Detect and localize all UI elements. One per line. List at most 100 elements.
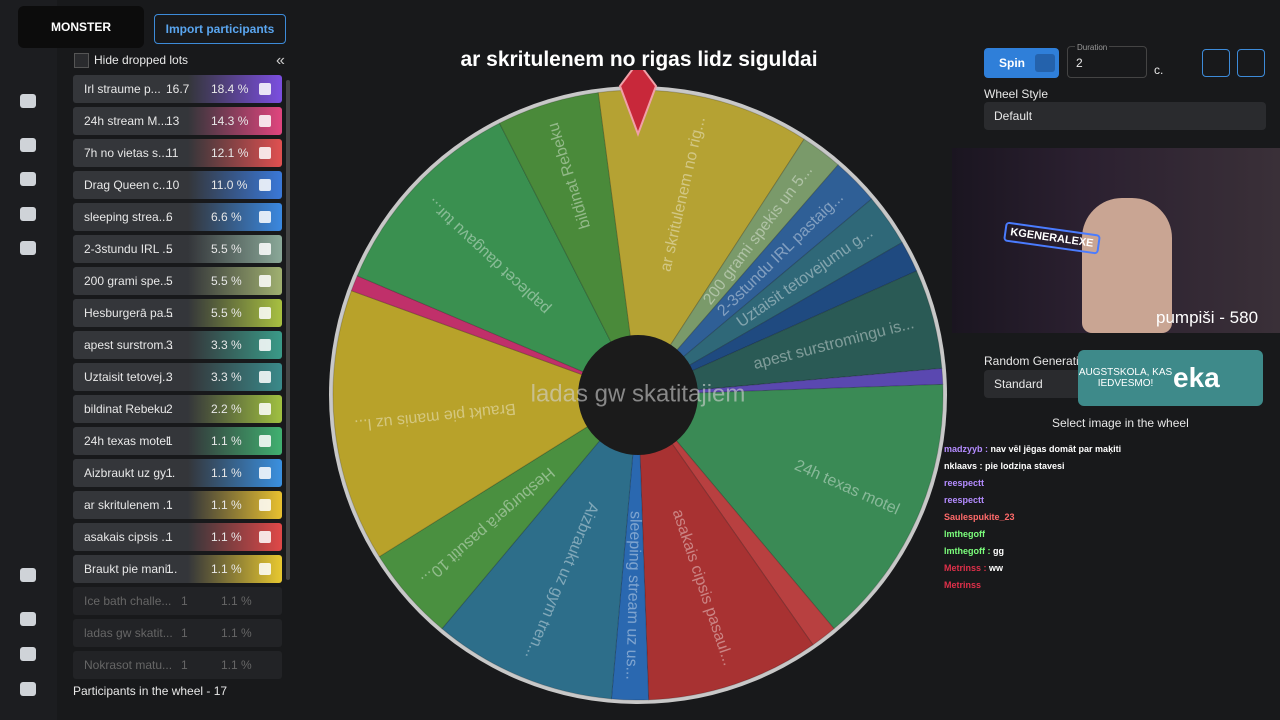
- banner-big: eka: [1173, 362, 1220, 393]
- icon-settings[interactable]: [20, 138, 36, 152]
- spin-button[interactable]: Spin: [984, 48, 1059, 78]
- webcam: KGENERALEXE pumpiši - 580: [952, 148, 1280, 333]
- icon-donate[interactable]: [20, 682, 36, 696]
- lot-percent: 1.1 %: [211, 466, 242, 480]
- wheel-segment: [498, 92, 639, 396]
- lot-name: Hesburgerā pa...: [84, 306, 174, 320]
- drop-button[interactable]: [259, 563, 271, 575]
- sidebar: [0, 0, 57, 720]
- wheel-segment: [356, 122, 640, 396]
- lot-name: asakais cipsis ...: [84, 530, 172, 544]
- chat-text: gg: [993, 546, 1004, 556]
- wheel-segment: [637, 367, 944, 396]
- lot-amount: 1: [166, 530, 173, 544]
- random-select[interactable]: Standard: [984, 370, 1084, 398]
- chat-user: Metrinss: [944, 563, 982, 573]
- lot-name: bildinat Rebeku: [84, 402, 167, 416]
- drop-button[interactable]: [259, 403, 271, 415]
- lot-name: Drag Queen c...: [84, 178, 169, 192]
- wheel-segment: [441, 393, 639, 700]
- lot-percent: 1.1 %: [211, 562, 242, 576]
- drop-button[interactable]: [259, 531, 271, 543]
- collapse-button[interactable]: «: [276, 52, 285, 69]
- hide-dropped-checkbox[interactable]: [74, 53, 89, 68]
- wheel-segment: [637, 198, 903, 396]
- lot-name: apest surstrom...: [84, 338, 174, 352]
- chat-message: nklaavs : pie lodziņa stavesi: [944, 461, 1065, 471]
- select-image[interactable]: Select image in the wheel: [1052, 416, 1189, 430]
- wheel-hub: [578, 335, 698, 455]
- logo: MONSTER: [18, 6, 144, 48]
- lot-amount: 2: [166, 402, 173, 416]
- spin-menu[interactable]: [1035, 54, 1055, 72]
- wheel-segment: [637, 241, 918, 396]
- icon-layers[interactable]: [20, 172, 36, 186]
- lot-percent: 6.6 %: [211, 210, 242, 224]
- chat-user: reespectt: [944, 478, 985, 488]
- drop-button[interactable]: [259, 339, 271, 351]
- lot-percent: 1.1 %: [211, 434, 242, 448]
- icon-github[interactable]: [20, 612, 36, 626]
- icon-translate[interactable]: [20, 568, 36, 582]
- lot-percent: 1.1 %: [221, 658, 252, 672]
- lot-row: Hesburgerā pa... 5 5.5 %: [73, 299, 282, 327]
- lot-row: 2-3stundu IRL ... 5 5.5 %: [73, 235, 282, 263]
- chat-user: Saulespukite_23: [944, 512, 1015, 522]
- chat-user: nklaavs: [944, 461, 978, 471]
- chat-user: lmthegoff: [944, 546, 985, 556]
- chat-message: Metrinss: [944, 580, 981, 590]
- lot-name: ladas gw skatit...: [84, 626, 173, 640]
- drop-button[interactable]: [259, 307, 271, 319]
- icon-video[interactable]: [20, 241, 36, 255]
- lot-row: 24h stream M... 13 14.3 %: [73, 107, 282, 135]
- lot-row: apest surstrom... 3 3.3 %: [73, 331, 282, 359]
- drop-button[interactable]: [259, 499, 271, 511]
- lot-name: Aizbraukt uz gy...: [84, 466, 176, 480]
- lot-name: 200 grami spe...: [84, 274, 171, 288]
- drop-button[interactable]: [259, 179, 271, 191]
- wheel-style-select[interactable]: Default: [984, 102, 1266, 130]
- icon-telegram[interactable]: [20, 647, 36, 661]
- drop-button[interactable]: [259, 147, 271, 159]
- drop-button[interactable]: [259, 243, 271, 255]
- drop-button[interactable]: [259, 371, 271, 383]
- duration-label: Duration: [1075, 43, 1110, 52]
- drop-button[interactable]: [259, 211, 271, 223]
- chat-text: pie lodziņa stavesi: [985, 461, 1065, 471]
- lot-amount: 10: [166, 178, 180, 192]
- banner: AUGSTSKOLA, KAS IEDVESMO! eka: [1078, 350, 1263, 406]
- lot-name: Uztaisit tetovej...: [84, 370, 173, 384]
- import-button[interactable]: Import participants: [154, 14, 286, 44]
- icon-shield[interactable]: [20, 207, 36, 221]
- lot-amount: 6: [166, 210, 173, 224]
- lot-amount: 1: [166, 466, 173, 480]
- lot-name: sleeping strea...: [84, 210, 169, 224]
- lot-amount: 1: [181, 594, 188, 608]
- footer: Participants in the wheel - 17: [73, 684, 228, 698]
- icon-stats[interactable]: [20, 94, 36, 108]
- lot-row: Drag Queen c... 10 11.0 %: [73, 171, 282, 199]
- lot-amount: 1: [166, 434, 173, 448]
- lot-percent: 1.1 %: [221, 626, 252, 640]
- lot-row: sleeping strea... 6 6.6 %: [73, 203, 282, 231]
- wheel-segment: [637, 270, 943, 396]
- chat-user: reespectt: [944, 495, 985, 505]
- drop-button[interactable]: [259, 275, 271, 287]
- dropped-lot-row: Nokrasot matu... 1 1.1 %: [73, 651, 282, 679]
- wheel-segment: [350, 275, 639, 396]
- music-icon-button[interactable]: [1237, 49, 1265, 77]
- drop-button[interactable]: [259, 115, 271, 127]
- chat-message: reespectt: [944, 495, 984, 505]
- lot-amount: 1: [166, 562, 173, 576]
- duration-value: 2: [1076, 56, 1083, 70]
- drop-button[interactable]: [259, 435, 271, 447]
- dropped-lot-row: Ice bath challe... 1 1.1 %: [73, 587, 282, 615]
- lot-name: 24h texas motel: [84, 434, 169, 448]
- drop-button[interactable]: [259, 83, 271, 95]
- random-icon-button[interactable]: [1202, 49, 1230, 77]
- lot-percent: 5.5 %: [211, 242, 242, 256]
- lot-row: Irl straume p... 16.7 18.4 %: [73, 75, 282, 103]
- drop-button[interactable]: [259, 467, 271, 479]
- lot-amount: 3: [166, 370, 173, 384]
